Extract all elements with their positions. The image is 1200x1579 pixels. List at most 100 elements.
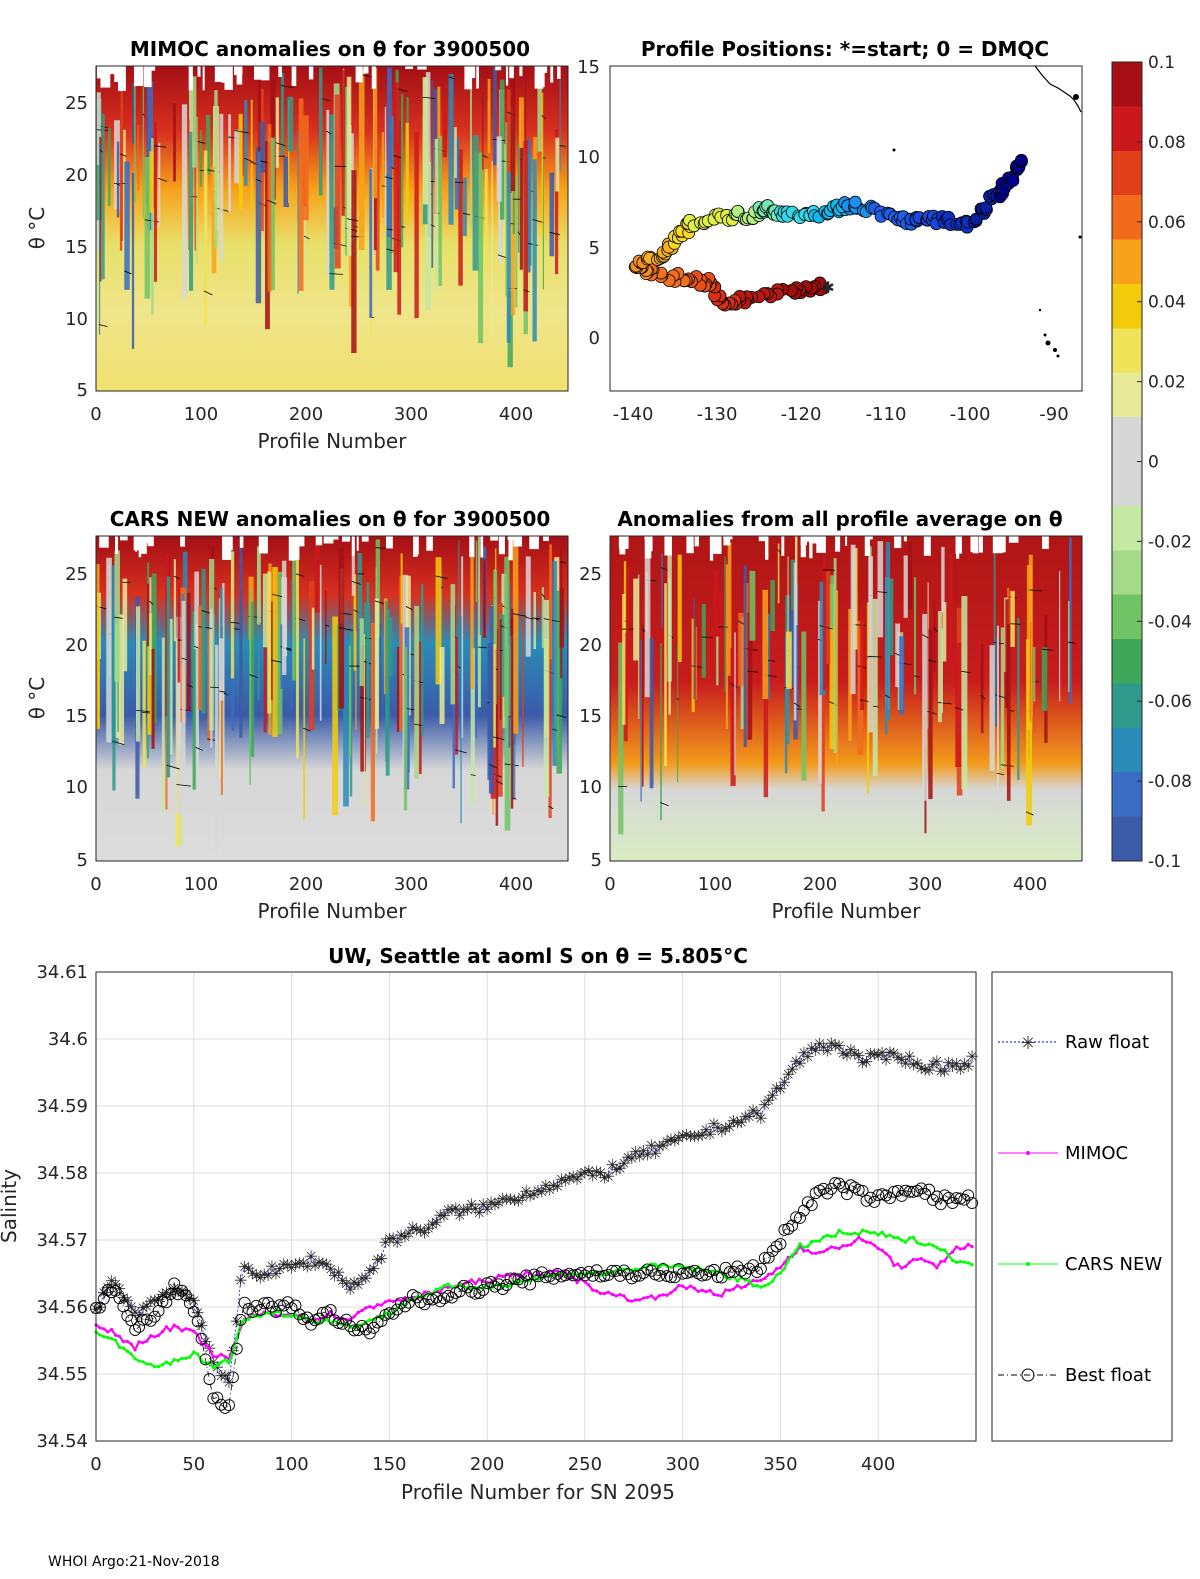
series-point	[705, 1290, 708, 1293]
salinity-xtick: 50	[182, 1454, 205, 1475]
heatmap-stripe	[873, 599, 878, 776]
salinity-xtick: 400	[861, 1454, 895, 1475]
top-gap	[148, 536, 154, 546]
mimoc-x-ticks: 0 100 200 300 400	[90, 404, 533, 425]
series-point	[290, 1315, 293, 1318]
heatmap-stripe	[949, 554, 952, 663]
avg-ytick: 25	[579, 564, 602, 585]
series-point	[896, 1236, 899, 1239]
salinity-panel: UW, Seattle at aoml S on θ = 5.805°C ✳✳✳…	[0, 944, 979, 1504]
heatmap-stripe	[1068, 601, 1069, 692]
cars-ytick: 5	[77, 850, 88, 871]
series-point	[877, 1233, 880, 1236]
series-point	[841, 1244, 844, 1247]
heatmap-stripe	[889, 578, 894, 655]
heatmap-stripe	[549, 173, 554, 257]
top-gap	[292, 66, 297, 86]
heatmap-stripe	[359, 68, 365, 250]
heatmap-stripe	[401, 553, 403, 623]
series-point	[216, 1364, 219, 1367]
heatmap-stripe	[645, 541, 651, 697]
top-gap	[357, 536, 359, 551]
colorbar-tick-label: 0.1	[1148, 53, 1175, 73]
series-point	[525, 1270, 528, 1273]
avg-ytick: 10	[579, 777, 602, 798]
top-gap	[240, 536, 244, 548]
series-point	[122, 1340, 125, 1343]
series-point	[184, 1327, 187, 1330]
series-point	[701, 1289, 704, 1292]
series-point	[501, 1275, 504, 1278]
avg-xlabel: Profile Number	[772, 899, 922, 923]
series-point	[130, 1352, 133, 1355]
salinity-xtick: 350	[763, 1454, 797, 1475]
heatmap-stripe	[219, 114, 223, 262]
colorbar-tick-label: -0.02	[1148, 532, 1192, 552]
cars-ytick: 25	[65, 564, 88, 585]
heatmap-stripe	[174, 559, 176, 641]
heatmap-stripe	[526, 556, 531, 656]
top-gap	[150, 66, 155, 71]
heatmap-stripe	[702, 604, 706, 678]
salinity-title-text: UW, Seattle at aoml S on θ = 5.805°C	[328, 944, 748, 968]
avg-x-ticks: 0 100 200 300 400	[604, 874, 1047, 895]
heatmap-stripe	[505, 122, 507, 296]
salinity-xtick: 250	[568, 1454, 602, 1475]
heatmap-stripe	[267, 572, 271, 714]
series-point	[900, 1238, 903, 1241]
series-point	[861, 1239, 864, 1242]
salinity-xtick: 300	[665, 1454, 699, 1475]
heatmap-stripe	[404, 647, 407, 810]
top-gap	[467, 66, 475, 78]
heatmap-stripe	[533, 592, 536, 649]
heatmap-stripe	[488, 79, 491, 153]
heatmap-stripe	[299, 98, 304, 290]
series-point	[114, 1339, 117, 1342]
series-point	[775, 1267, 778, 1270]
top-gap	[801, 536, 807, 545]
series-point	[673, 1288, 676, 1291]
heatmap-stripe	[520, 148, 523, 270]
heatmap-stripe	[718, 592, 721, 645]
salinity-xtick: 100	[274, 1454, 308, 1475]
heatmap-stripe	[762, 590, 768, 699]
series-point	[736, 1284, 739, 1287]
heatmap-stripe	[460, 616, 461, 824]
colorbar-tick-label: -0.04	[1148, 612, 1192, 632]
heatmap-stripe	[823, 541, 825, 690]
series-point	[869, 1231, 872, 1234]
series-point	[180, 1329, 183, 1332]
cars-x-ticks: 0 100 200 300 400	[90, 874, 533, 895]
series-point	[838, 1229, 841, 1232]
series-point	[888, 1256, 891, 1259]
heatmap-stripe	[493, 66, 497, 165]
salinity-ytick: 34.54	[36, 1431, 88, 1452]
positions-panel: Profile Positions: *=start; 0 = DMQC ✱ -…	[577, 37, 1082, 425]
heatmap-stripe	[154, 123, 157, 282]
salinity-ytick: 34.57	[36, 1230, 88, 1251]
series-point	[110, 1337, 113, 1340]
avg-y-ticks: 25 20 15 10 5	[579, 564, 602, 871]
series-point	[634, 1298, 637, 1301]
series-point	[184, 1357, 187, 1360]
top-gap	[664, 536, 672, 555]
colorbar-tick-label: 0.04	[1148, 293, 1186, 313]
colorbar-tick-label: -0.1	[1148, 852, 1181, 872]
series-point	[137, 1340, 140, 1343]
heatmap-stripe	[515, 176, 517, 307]
series-point	[669, 1291, 672, 1294]
heatmap-stripe	[650, 638, 654, 788]
salinity-xtick: 0	[90, 1454, 101, 1475]
series-point	[223, 1358, 226, 1361]
heatmap-stripe	[696, 627, 698, 700]
cars-ytick: 15	[65, 706, 88, 727]
positions-x-ticks: -140 -130 -120 -110 -100 -90	[613, 404, 1069, 425]
mimoc-xtick: 300	[394, 404, 428, 425]
series-point	[838, 1247, 841, 1250]
heatmap-stripe	[622, 594, 625, 725]
series-point	[689, 1284, 692, 1287]
heatmap-stripe	[397, 647, 399, 732]
heatmap-stripe	[555, 138, 559, 192]
series-point	[935, 1246, 938, 1249]
